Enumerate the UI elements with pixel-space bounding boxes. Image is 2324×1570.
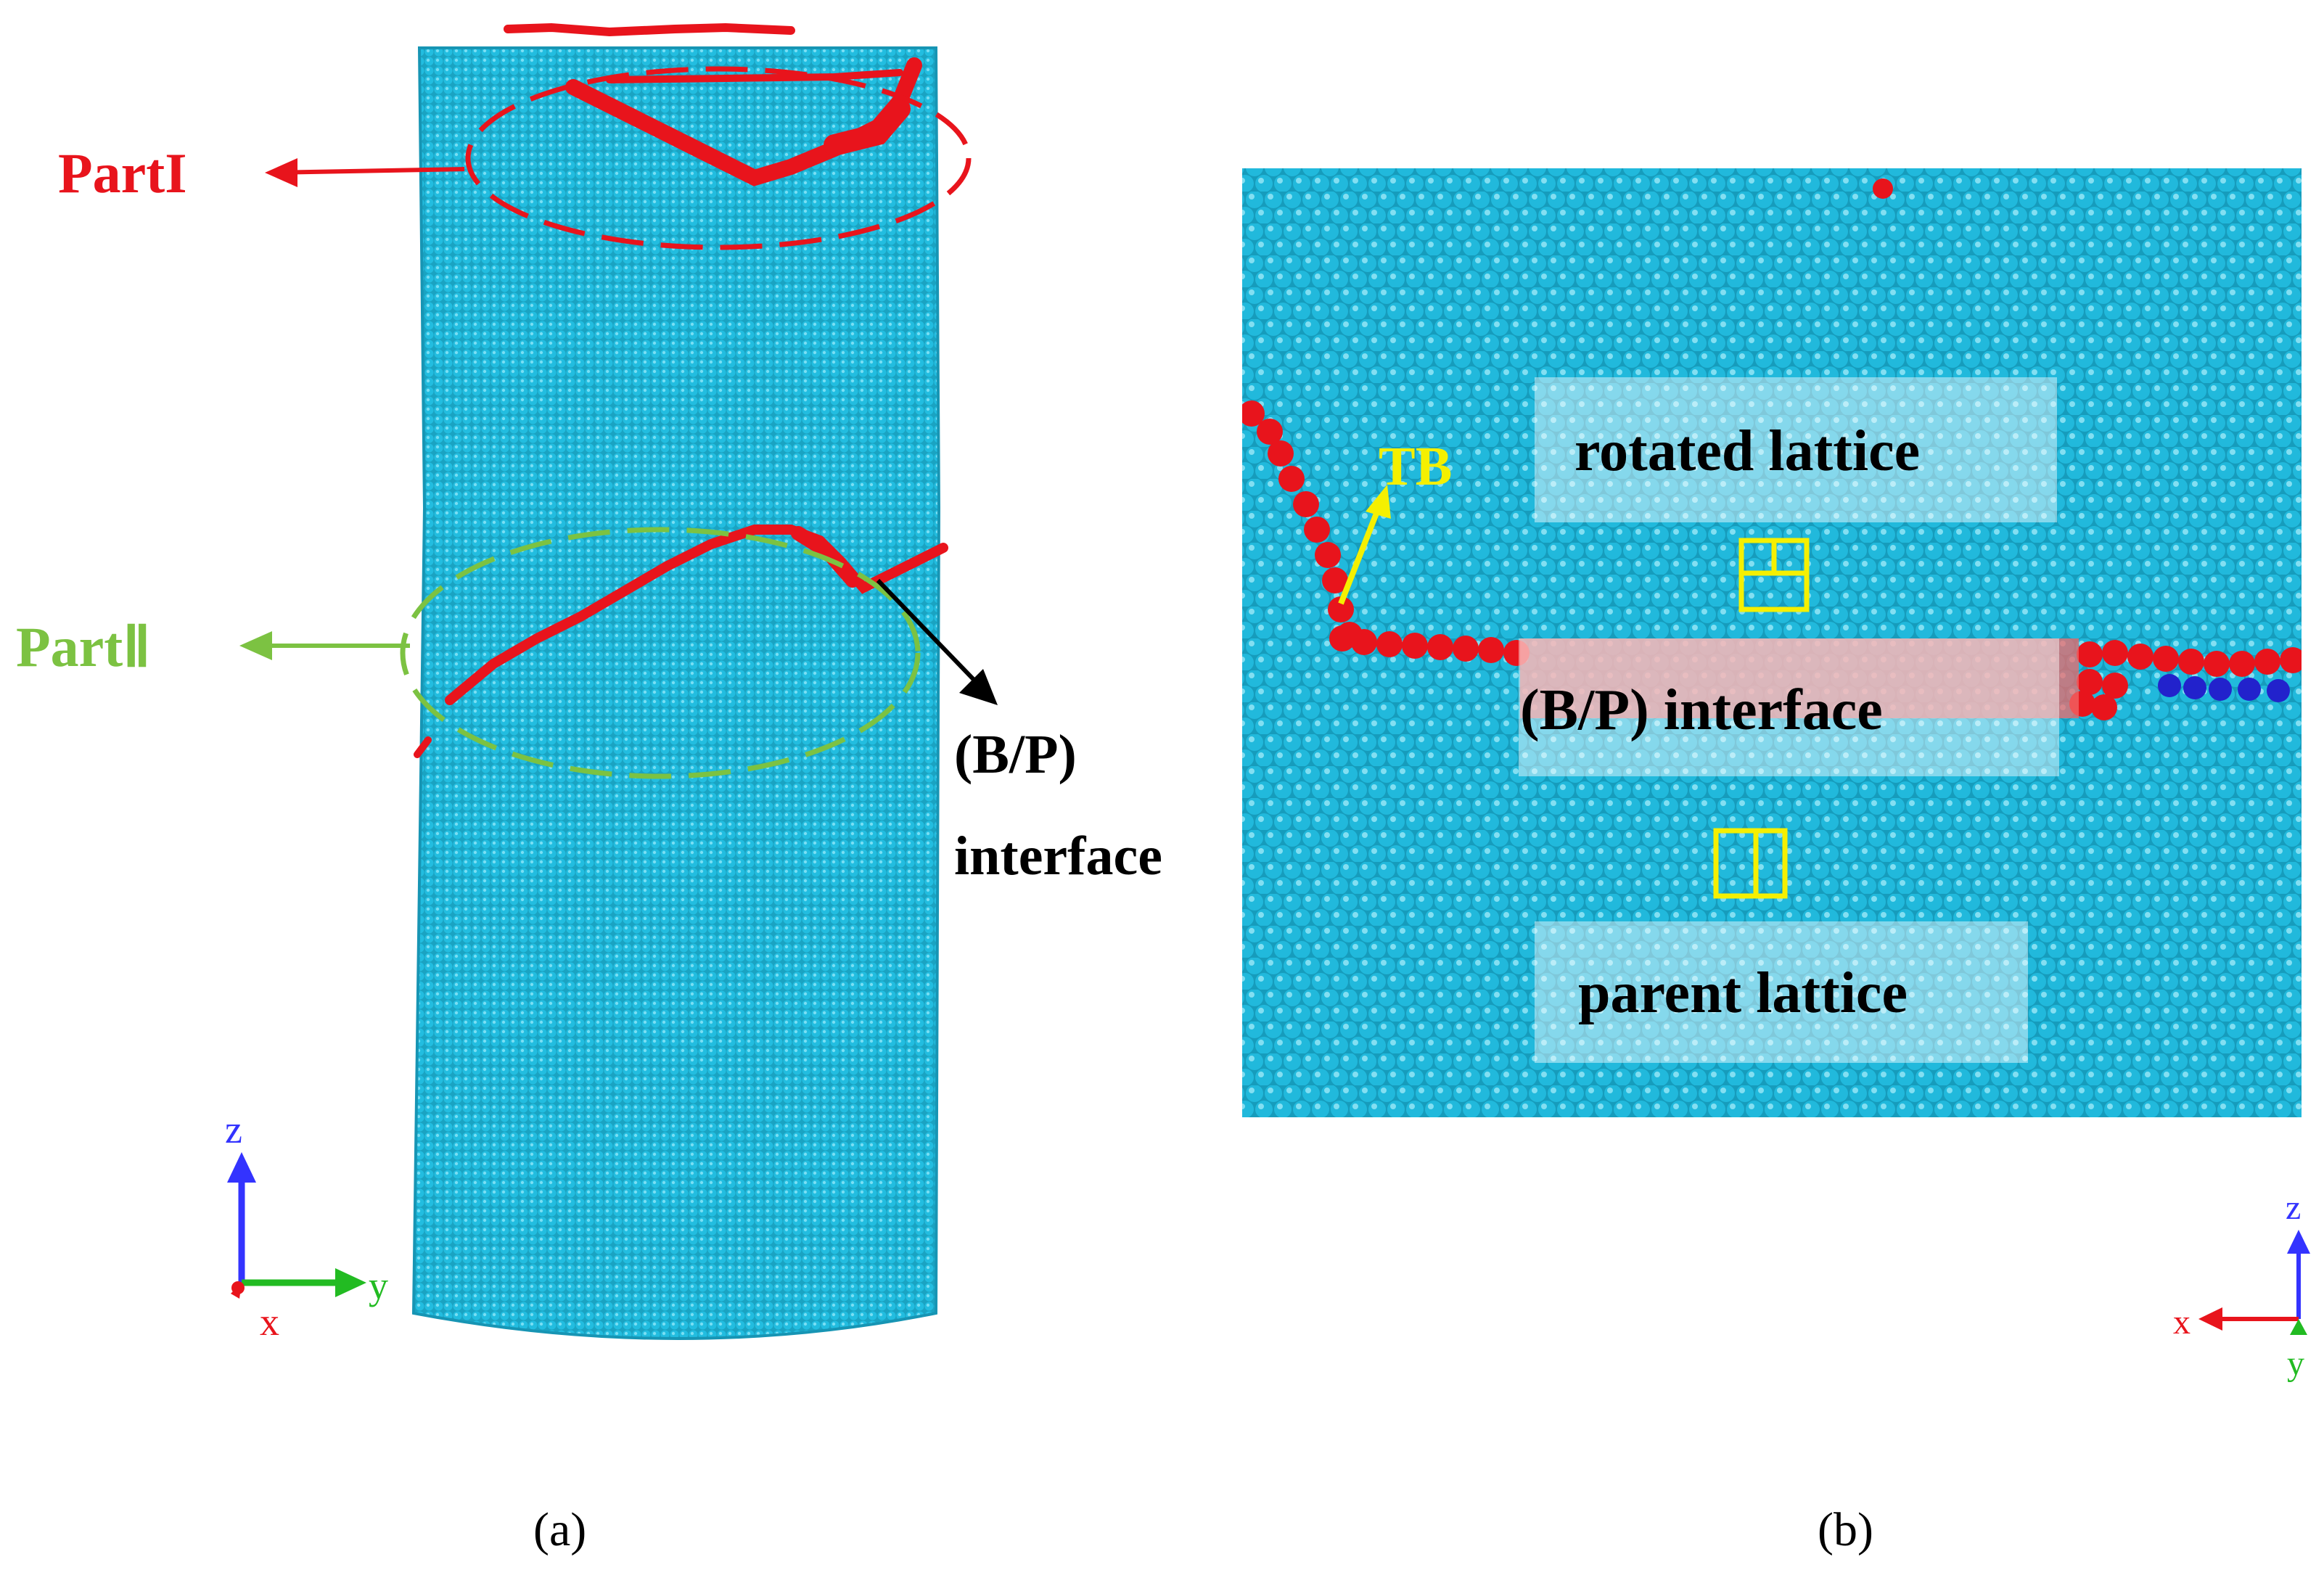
part1-arrow [271,167,465,175]
tb-arrow [1338,506,1381,605]
interface-red-band [1520,638,2079,718]
caption-b: (b) [1818,1503,1873,1556]
interface-label-line2: interface [954,826,1162,887]
interface-boundary-atoms [1351,178,2302,720]
other-structure-atoms [2158,674,2290,702]
panel-a: PartI PartⅡ (B/P) interface z y x (a) [16,22,1162,1556]
axis-b-y-label: y [2287,1344,2304,1383]
part1-boundary-atoms [504,22,922,186]
panel-b: rotated lattice (B/P) interface parent l… [1242,168,2310,1556]
axis-b-z-label: z [2286,1188,2301,1227]
interface-arrow [876,578,982,688]
part2-boundary-atoms [414,525,948,758]
axis-a-x-label: x [260,1300,279,1344]
rotated-unit-cell [1738,538,1810,612]
rotated-lattice-label: rotated lattice [1574,419,1920,483]
part1-ellipse [465,66,972,250]
part2-ellipse [400,527,921,779]
interface-b-label: (B/P) interface [1520,678,1883,742]
axis-a-z-label: z [225,1108,242,1151]
part2-arrowhead [239,631,272,660]
axis-b-x-label: x [2173,1303,2190,1341]
axes-triad-a: z y x [225,1108,388,1344]
axis-a-y-label: y [369,1264,388,1307]
part1-label: PartI [58,141,187,205]
tb-label: TB [1379,436,1452,497]
parent-unit-cell [1713,828,1788,899]
part1-arrowhead [265,158,297,187]
interface-arrowhead [959,669,998,705]
cylinder-nanopillar [411,46,941,1340]
tb-arrowhead [1366,485,1391,519]
parent-lattice-box [1535,921,2028,1063]
caption-a: (a) [533,1503,586,1556]
twin-boundary-atoms [1242,400,1363,652]
rotated-lattice-box [1535,377,2057,522]
interface-label-line1: (B/P) [954,724,1077,785]
interface-box [1519,638,2059,776]
part2-label: PartⅡ [16,615,151,678]
axes-triad-b: z x y [2173,1188,2310,1383]
parent-lattice-label: parent lattice [1578,961,1908,1025]
